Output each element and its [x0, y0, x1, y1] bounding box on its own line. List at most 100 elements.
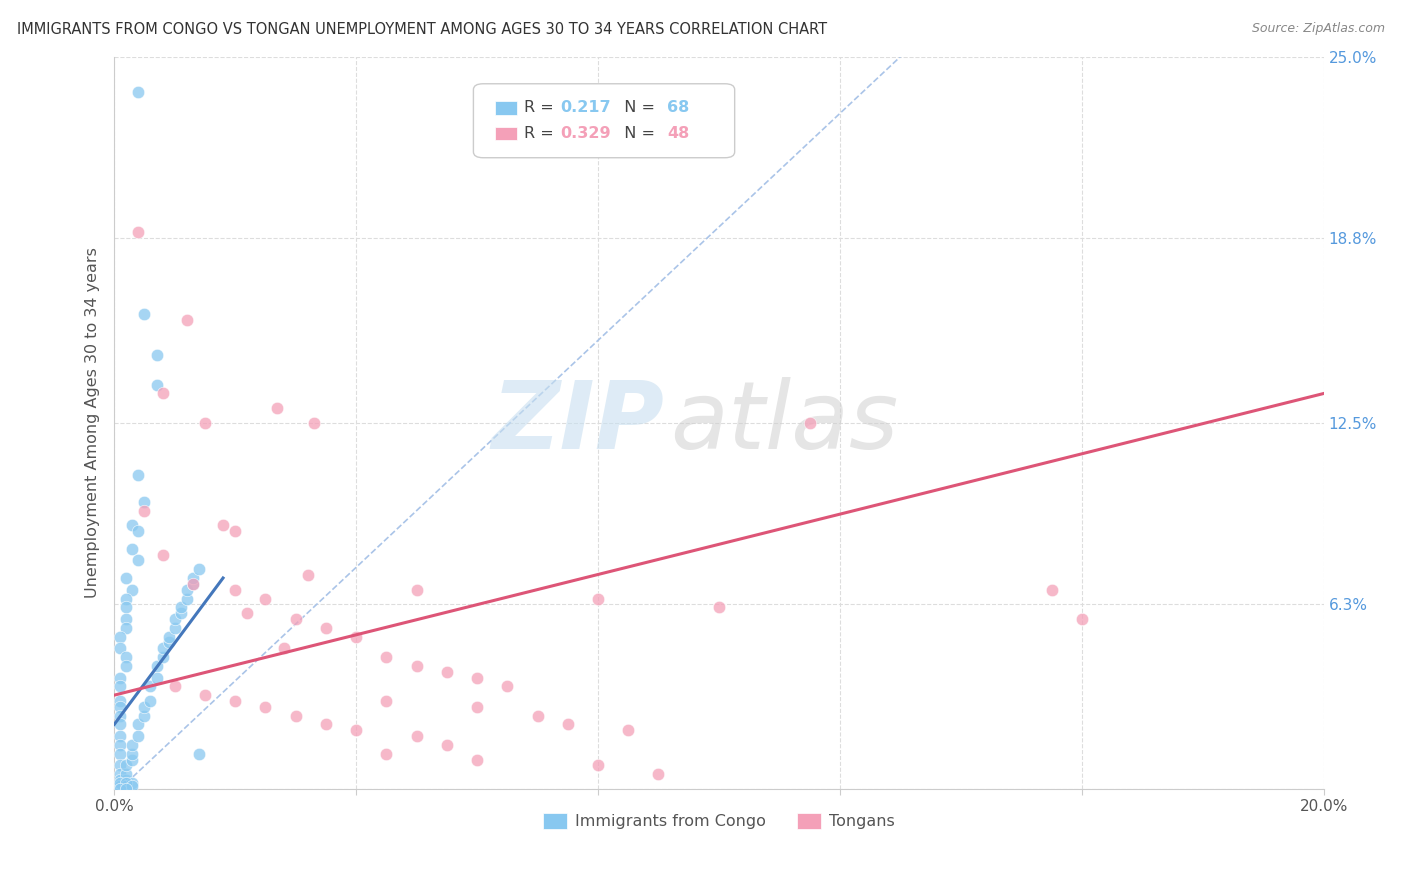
Point [436, 738, 458, 752]
Point [110, 679, 132, 693]
Text: R =: R = [524, 101, 560, 115]
Text: 0.217: 0.217 [561, 101, 612, 115]
Y-axis label: Unemployment Among Ages 30 to 34 years: Unemployment Among Ages 30 to 34 years [86, 247, 100, 599]
Point [121, 582, 143, 597]
Point [121, 776, 143, 790]
Point [110, 708, 132, 723]
Point [465, 699, 488, 714]
Point [121, 738, 143, 752]
Bar [495, 127, 517, 140]
Point [121, 541, 143, 556]
Point [127, 717, 149, 731]
Point [799, 416, 821, 430]
Point [302, 416, 325, 430]
Point [121, 779, 143, 793]
Text: Source: ZipAtlas.com: Source: ZipAtlas.com [1251, 22, 1385, 36]
Point [586, 591, 609, 606]
Point [163, 679, 186, 693]
Point [110, 779, 132, 793]
Text: ZIP: ZIP [492, 376, 665, 469]
Point [145, 671, 167, 685]
Point [405, 582, 427, 597]
Point [436, 665, 458, 679]
Point [110, 694, 132, 708]
Point [405, 729, 427, 743]
Point [344, 630, 367, 644]
Point [127, 85, 149, 99]
Point [134, 495, 156, 509]
Point [254, 699, 277, 714]
Point [110, 641, 132, 656]
Point [139, 694, 162, 708]
Point [157, 635, 180, 649]
Point [115, 621, 138, 635]
Point [115, 767, 138, 781]
Point [115, 779, 138, 793]
Point [127, 226, 149, 240]
Point [163, 612, 186, 626]
Text: 48: 48 [666, 126, 689, 141]
FancyBboxPatch shape [474, 84, 735, 158]
Text: IMMIGRANTS FROM CONGO VS TONGAN UNEMPLOYMENT AMONG AGES 30 TO 34 YEARS CORRELATI: IMMIGRANTS FROM CONGO VS TONGAN UNEMPLOY… [17, 22, 827, 37]
Point [284, 708, 307, 723]
Point [127, 729, 149, 743]
Point [110, 747, 132, 761]
Point [115, 781, 138, 796]
Point [152, 386, 174, 401]
Point [187, 747, 209, 761]
Point [266, 401, 288, 416]
Point [145, 348, 167, 362]
Point [526, 708, 548, 723]
Text: N =: N = [613, 101, 659, 115]
Legend: Immigrants from Congo, Tongans: Immigrants from Congo, Tongans [536, 806, 901, 836]
Point [375, 694, 398, 708]
Point [375, 747, 398, 761]
Point [236, 606, 259, 620]
Point [297, 568, 319, 582]
Point [134, 708, 156, 723]
Point [157, 630, 180, 644]
Point [115, 658, 138, 673]
Text: R =: R = [524, 126, 560, 141]
Point [115, 776, 138, 790]
Point [127, 468, 149, 483]
Point [134, 307, 156, 321]
Point [121, 753, 143, 767]
Point [344, 723, 367, 738]
Point [110, 758, 132, 772]
Point [212, 518, 235, 533]
Point [139, 679, 162, 693]
Point [152, 548, 174, 562]
Point [586, 758, 609, 772]
Point [254, 591, 277, 606]
Point [115, 591, 138, 606]
Point [145, 377, 167, 392]
Point [110, 699, 132, 714]
Point [176, 313, 198, 327]
Point [224, 694, 246, 708]
Point [145, 658, 167, 673]
Point [496, 679, 519, 693]
Point [617, 723, 640, 738]
Point [181, 577, 204, 591]
Point [163, 621, 186, 635]
Point [152, 650, 174, 665]
Point [110, 767, 132, 781]
Point [170, 606, 193, 620]
Point [1070, 612, 1092, 626]
Point [194, 688, 217, 702]
Point [465, 753, 488, 767]
Point [273, 641, 295, 656]
Point [315, 717, 337, 731]
Text: 0.329: 0.329 [561, 126, 612, 141]
Point [127, 553, 149, 567]
Point [115, 650, 138, 665]
Point [127, 524, 149, 538]
Point [110, 738, 132, 752]
Point [121, 747, 143, 761]
Point [176, 582, 198, 597]
Point [284, 612, 307, 626]
Point [557, 717, 579, 731]
Point [134, 503, 156, 517]
Point [170, 600, 193, 615]
